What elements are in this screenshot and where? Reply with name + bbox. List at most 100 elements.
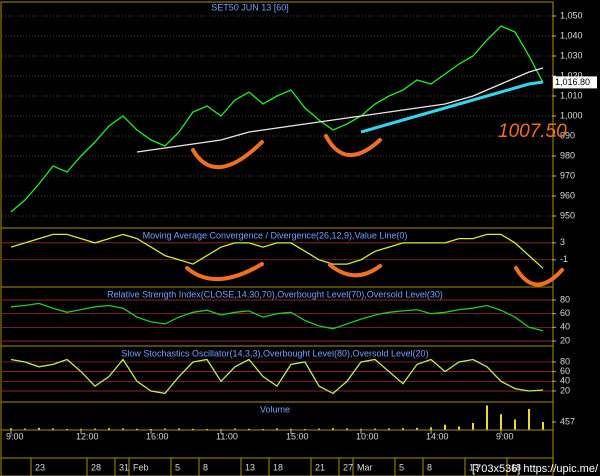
bar <box>500 414 502 430</box>
bar <box>486 405 488 430</box>
x-tick-label: 15:00 <box>286 431 309 441</box>
bar <box>178 428 180 430</box>
bar <box>444 424 446 430</box>
bar <box>430 427 432 430</box>
y-tick-label: 40 <box>560 322 570 332</box>
y-tick-label: 1,030 <box>560 50 583 60</box>
value-label: 1,016.80 <box>555 77 590 87</box>
x-tick-label: 16:00 <box>146 431 169 441</box>
bar <box>94 428 96 430</box>
bar <box>150 428 152 430</box>
bar <box>388 428 390 430</box>
bar <box>374 428 376 430</box>
y-tick-label: -1 <box>560 254 568 264</box>
x-tick-label: 9:00 <box>496 431 514 441</box>
x-axis-band <box>0 429 554 476</box>
bar <box>10 428 12 430</box>
series-line <box>10 233 544 269</box>
watermark: [703x536] https://upic.me/ <box>472 463 599 475</box>
y-tick-label: 1,020 <box>560 70 583 80</box>
bar <box>290 428 292 430</box>
y-tick-label: 970 <box>560 170 575 180</box>
y-tick-label: 60 <box>560 366 570 376</box>
bar <box>346 428 348 430</box>
bar <box>360 428 362 430</box>
y-tick-label: 950 <box>560 210 575 220</box>
y-tick-label: 80 <box>560 356 570 366</box>
panel-title: Volume <box>260 404 290 414</box>
value-label-box <box>553 76 597 89</box>
series-line <box>10 302 544 332</box>
y-tick-label: 960 <box>560 190 575 200</box>
date-label: 23 <box>35 462 45 472</box>
bar <box>458 426 460 430</box>
bar <box>318 428 320 430</box>
annotation-curve <box>191 140 264 169</box>
date-label: 8 <box>427 462 432 472</box>
annotation-curve <box>324 134 382 158</box>
bar <box>234 428 236 430</box>
x-tick-label: 10:00 <box>356 431 379 441</box>
chart-title: SET50 JUN 13 [60] <box>211 2 289 12</box>
y-tick-label: 457 <box>560 416 575 426</box>
date-label: Feb <box>133 462 149 472</box>
bar <box>206 428 208 430</box>
bar <box>52 428 54 430</box>
annotation-curve <box>514 266 564 287</box>
bar <box>108 428 110 430</box>
date-label: 18 <box>511 462 521 472</box>
bar <box>304 428 306 430</box>
bar <box>122 428 124 430</box>
series-line <box>360 80 544 134</box>
x-tick-label: 12:00 <box>76 431 99 441</box>
date-label: 28 <box>91 462 101 472</box>
date-label: 5 <box>175 462 180 472</box>
date-label: 27 <box>343 462 353 472</box>
bar <box>332 428 334 430</box>
annotation-curve <box>185 262 264 281</box>
bar <box>24 428 26 430</box>
date-label: 18 <box>273 462 283 472</box>
annotation-curve <box>328 263 382 278</box>
date-label: 21 <box>315 462 325 472</box>
y-tick-label: 80 <box>560 294 570 304</box>
y-tick-label: 40 <box>560 376 570 386</box>
bar <box>276 428 278 430</box>
y-tick-label: 20 <box>560 335 570 345</box>
date-label: 13 <box>469 462 479 472</box>
bar <box>248 428 250 430</box>
bar <box>192 428 194 430</box>
x-tick-label: 11:00 <box>216 431 238 441</box>
series-line <box>10 358 544 395</box>
y-tick-label: 980 <box>560 150 575 160</box>
bar <box>402 428 404 430</box>
bar <box>514 419 516 430</box>
bar <box>528 409 530 430</box>
annotation: 1007.50 <box>498 121 567 142</box>
y-tick-label: 1,050 <box>560 10 583 20</box>
date-label: 8 <box>203 462 208 472</box>
panel-title: Moving Average Convergence / Divergence(… <box>143 230 408 240</box>
series-line <box>10 25 544 213</box>
y-tick-label: 990 <box>560 130 575 140</box>
bar <box>262 428 264 430</box>
y-tick-label: 20 <box>560 385 570 395</box>
y-tick-label: 1,000 <box>560 110 583 120</box>
x-tick-label: 9:00 <box>6 431 24 441</box>
bar <box>38 427 40 430</box>
y-tick-label: 1,040 <box>560 30 583 40</box>
bar <box>66 428 68 430</box>
panel-title: Slow Stochastics Oscillator(14,3,3),Over… <box>121 348 428 358</box>
date-label: 13 <box>245 462 255 472</box>
y-tick-label: 60 <box>560 308 570 318</box>
bar <box>164 428 166 430</box>
bar <box>472 423 474 430</box>
date-label: 31 <box>119 462 129 472</box>
bar <box>80 428 82 430</box>
x-tick-label: 14:00 <box>426 431 449 441</box>
series-line <box>136 67 544 153</box>
date-label: 5 <box>399 462 404 472</box>
date-label: Mar <box>357 462 373 472</box>
